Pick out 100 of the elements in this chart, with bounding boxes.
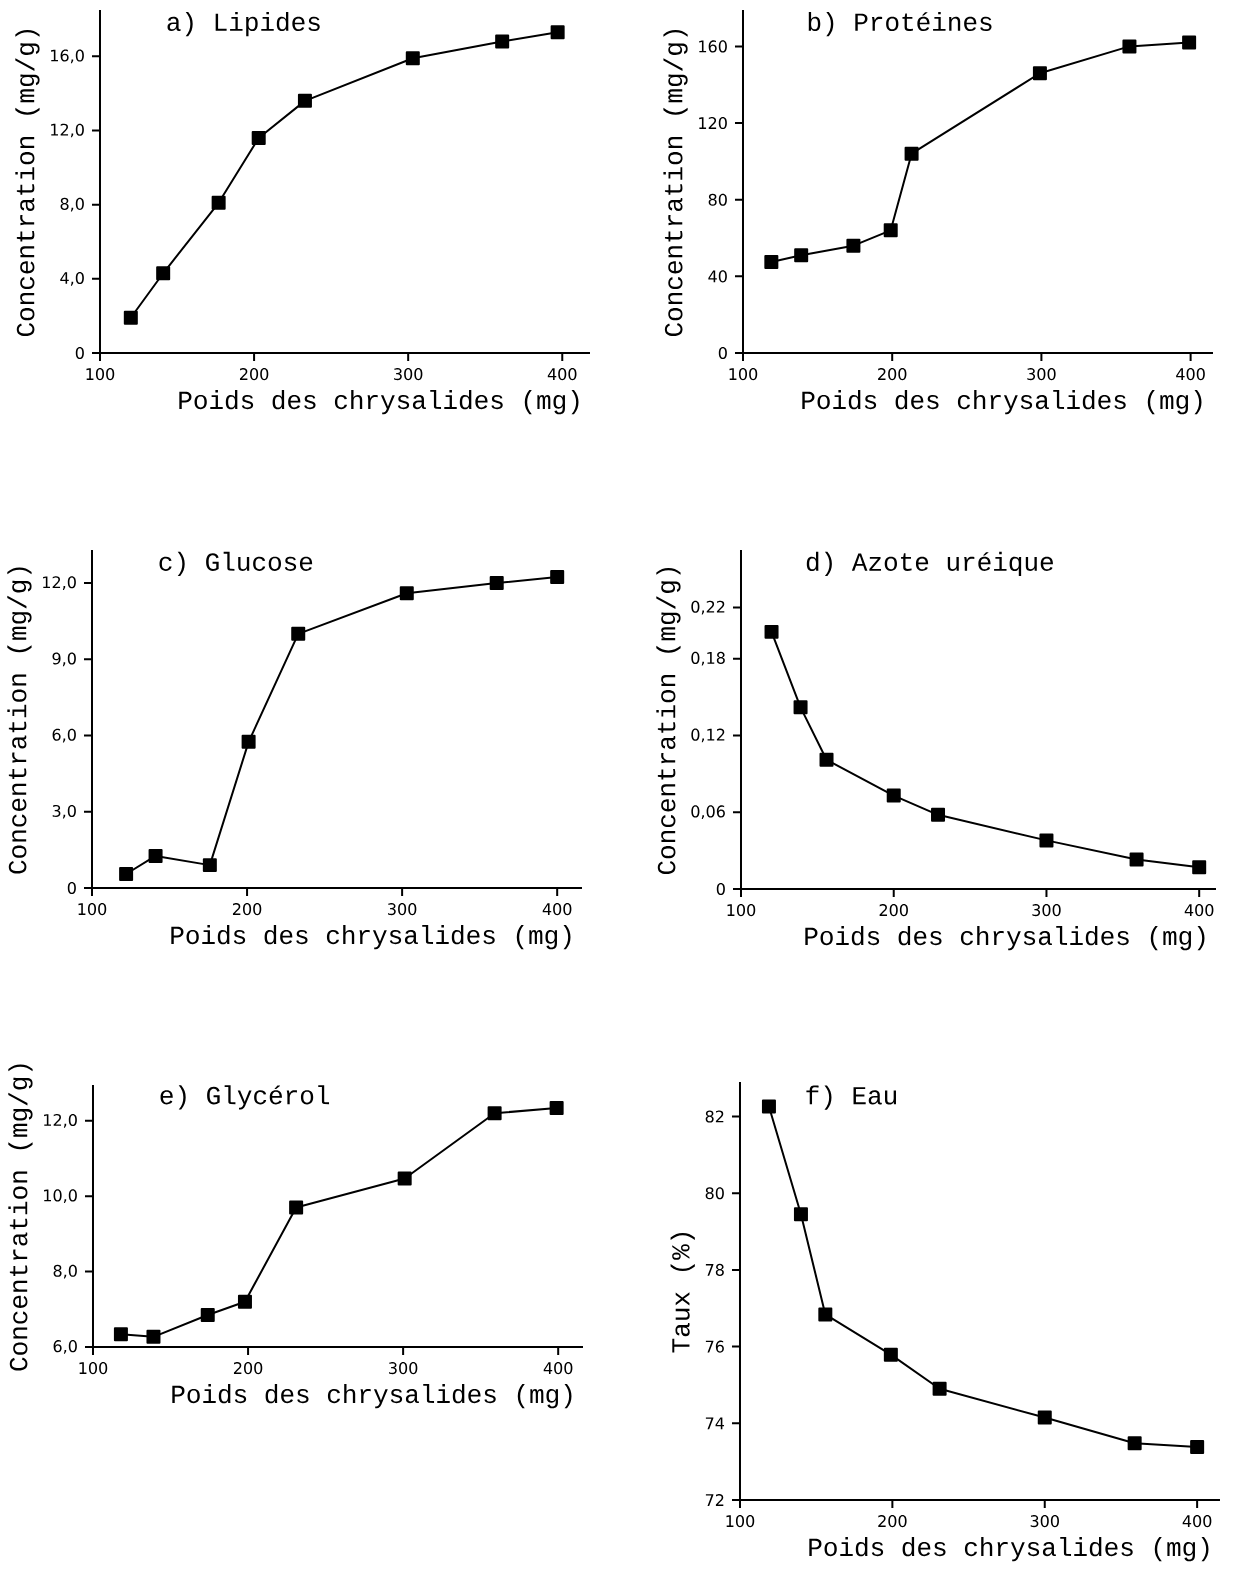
x-tick-label: 400 — [1182, 1515, 1212, 1528]
point — [202, 858, 217, 873]
x-tick-label: 300 — [1030, 1515, 1059, 1528]
x-axis-title: Poids des chrysalides (mg) — [809, 1537, 1209, 1562]
x-tick-label: 200 — [878, 1515, 907, 1528]
x-tick-label: 100 — [726, 1515, 755, 1528]
point — [1037, 1410, 1052, 1425]
y-tick-label: 0,12 — [691, 728, 725, 743]
x-tick-label: 200 — [233, 1362, 263, 1375]
x-axis-title: Poids des chrysalides (mg) — [805, 926, 1205, 951]
y-axis-title: Taux (%) — [670, 1232, 695, 1353]
y-tick-label: 0 — [718, 346, 727, 360]
x-tick-label: 100 — [86, 368, 115, 381]
x-tick-label: 100 — [79, 1362, 108, 1375]
y-tick-label: 12,0 — [44, 1113, 77, 1128]
x-axis-title: Poids des chrysalides (mg) — [179, 390, 579, 415]
x-tick-label: 300 — [1027, 368, 1056, 381]
point — [146, 1329, 161, 1344]
x-tick-label: 300 — [1032, 904, 1061, 917]
point — [119, 867, 134, 882]
y-tick-label: 80 — [708, 193, 727, 206]
y-tick-label: 16,0 — [51, 49, 84, 64]
y-tick-label: 12,0 — [51, 123, 84, 138]
x-tick-label: 100 — [729, 368, 758, 381]
chart-title: e) Glycérol — [160, 1085, 330, 1110]
point — [846, 238, 861, 253]
y-axis-title: Concentration (mg/g) — [8, 1064, 33, 1371]
x-tick-label: 300 — [394, 368, 423, 381]
y-tick-label: 3,0 — [52, 804, 76, 819]
point — [489, 576, 504, 591]
point — [297, 93, 312, 108]
point — [883, 223, 898, 238]
point — [405, 51, 420, 66]
y-tick-label: 0 — [75, 346, 84, 360]
point — [1182, 35, 1197, 50]
y-axis-title: Concentration (mg/g) — [663, 29, 688, 337]
x-tick-label: 200 — [239, 368, 269, 381]
y-tick-label: 160 — [699, 40, 727, 53]
chart-title: c) Glucose — [159, 551, 313, 577]
point — [883, 1347, 898, 1362]
point — [931, 807, 946, 822]
point — [932, 1381, 947, 1396]
point — [550, 569, 565, 584]
point — [113, 1327, 128, 1342]
point — [819, 752, 834, 767]
point — [241, 734, 256, 749]
point — [550, 25, 565, 40]
y-tick-label: 76 — [705, 1340, 724, 1353]
point — [1127, 1436, 1142, 1451]
x-tick-label: 200 — [878, 368, 907, 381]
y-tick-label: 78 — [705, 1263, 724, 1276]
y-tick-label: 0 — [716, 882, 725, 896]
x-tick-label: 100 — [727, 904, 756, 917]
x-tick-label: 400 — [543, 1362, 573, 1375]
y-tick-label: 0,18 — [691, 651, 725, 666]
point — [793, 1207, 808, 1222]
point — [1032, 66, 1047, 81]
y-tick-label: 6,0 — [53, 1340, 77, 1354]
y-tick-label: 6,0 — [52, 728, 76, 743]
x-tick-label: 100 — [78, 903, 107, 916]
point — [211, 195, 226, 210]
point — [1039, 833, 1054, 848]
x-tick-label: 200 — [232, 903, 262, 916]
y-tick-label: 74 — [705, 1417, 725, 1430]
chart-title: f) Eau — [806, 1085, 897, 1110]
y-axis-title: Concentration (mg/g) — [15, 29, 40, 337]
y-tick-label: 10,0 — [44, 1189, 77, 1204]
y-tick-label: 72 — [705, 1494, 724, 1506]
y-tick-label: 4,0 — [60, 271, 84, 286]
point — [904, 146, 919, 161]
point — [1122, 39, 1137, 54]
y-tick-label: 12,0 — [43, 576, 76, 590]
point — [1192, 860, 1207, 875]
x-tick-label: 400 — [1184, 904, 1214, 917]
y-tick-label: 8,0 — [60, 197, 84, 212]
point — [764, 624, 779, 639]
point — [1190, 1440, 1205, 1455]
y-tick-label: 8,0 — [53, 1264, 77, 1279]
point — [793, 700, 808, 715]
y-axis-title: Concentration (mg/g) — [7, 567, 32, 874]
point — [397, 1171, 412, 1186]
point — [237, 1294, 252, 1309]
point — [291, 626, 306, 641]
point — [549, 1100, 564, 1115]
x-tick-label: 400 — [547, 368, 577, 381]
x-axis-title: Poids des chrysalides (mg) — [171, 925, 571, 950]
y-tick-label: 120 — [699, 116, 727, 130]
x-tick-label: 300 — [388, 903, 417, 916]
point — [251, 130, 266, 145]
y-tick-label: 80 — [705, 1187, 724, 1200]
point — [148, 848, 163, 863]
point — [495, 34, 510, 49]
point — [399, 586, 414, 601]
x-tick-label: 300 — [389, 1362, 418, 1375]
point — [764, 254, 779, 269]
point — [794, 248, 809, 263]
point — [818, 1307, 833, 1322]
y-tick-label: 0 — [67, 881, 76, 895]
chart-title: b) Protéines — [808, 11, 992, 37]
y-tick-label: 40 — [708, 270, 727, 283]
